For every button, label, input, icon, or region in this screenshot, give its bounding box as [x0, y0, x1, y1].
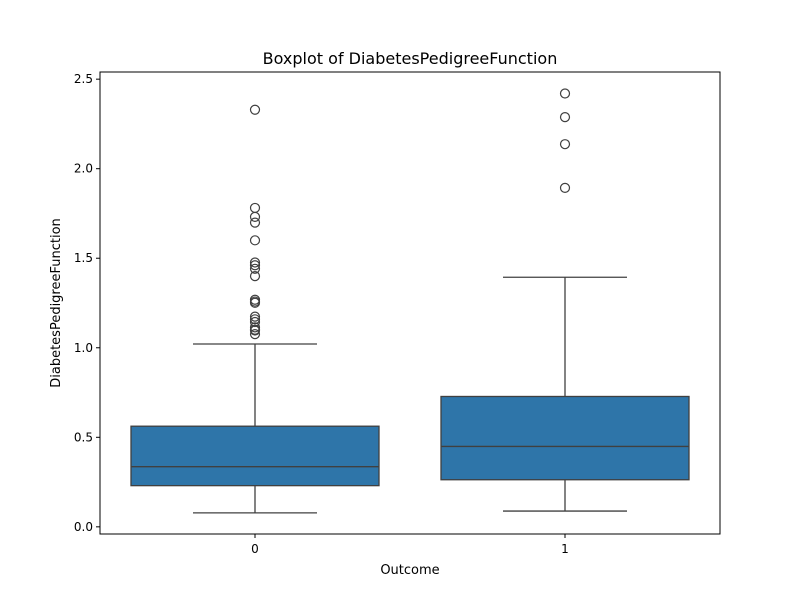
outlier-point [249, 271, 261, 282]
outlier-point [249, 211, 261, 222]
y-tick-label: 2.5 [74, 72, 93, 86]
outlier-point [559, 88, 571, 99]
outlier-point [559, 182, 571, 193]
outlier-point [559, 139, 571, 150]
chart-title: Boxplot of DiabetesPedigreeFunction [263, 49, 558, 68]
y-tick-label: 1.0 [74, 341, 93, 355]
outlier-point [249, 263, 261, 274]
outlier-point [249, 297, 261, 308]
y-tick-label: 0.5 [74, 430, 93, 444]
x-axis-label: Outcome [380, 563, 439, 578]
outlier-point [249, 311, 261, 322]
outlier-point [249, 314, 261, 325]
box-group-1 [440, 88, 690, 512]
outlier-point [249, 329, 261, 340]
y-tick-label: 1.5 [74, 251, 93, 265]
outlier-point [559, 112, 571, 123]
y-tick-label: 2.0 [74, 162, 93, 176]
y-tick-label: 0.0 [74, 520, 93, 534]
box-iqr [130, 425, 380, 487]
plot-frame [99, 71, 721, 535]
outlier-point [249, 235, 261, 246]
box-group-0 [130, 104, 380, 514]
outlier-point [249, 257, 261, 268]
x-tick-label: 1 [561, 542, 569, 556]
plot-area [130, 88, 690, 514]
y-axis-label: DiabetesPedigreeFunction [49, 218, 64, 388]
outlier-point [249, 217, 261, 228]
outlier-point [249, 325, 261, 336]
y-axis: 0.0 0.5 1.0 1.5 2.0 2.5 [74, 72, 100, 534]
box-iqr [440, 395, 690, 481]
x-tick-label: 0 [251, 542, 259, 556]
outlier-point [249, 104, 261, 115]
outlier-point [249, 202, 261, 214]
outlier-point [249, 260, 261, 271]
